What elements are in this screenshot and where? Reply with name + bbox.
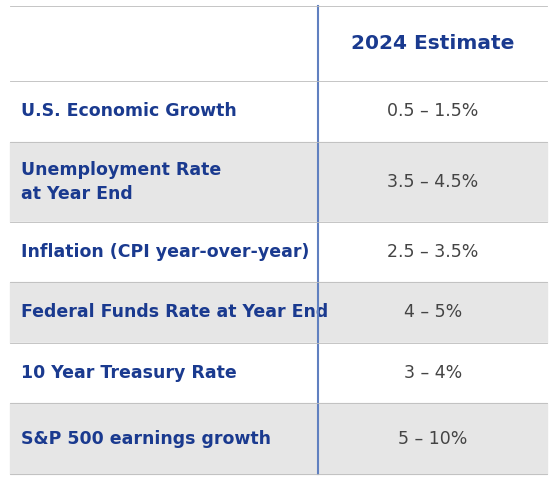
Bar	[10, 6, 547, 81]
Text: 2.5 – 3.5%: 2.5 – 3.5%	[387, 243, 478, 261]
Text: 3 – 4%: 3 – 4%	[404, 364, 462, 382]
Bar	[10, 142, 547, 222]
Text: Federal Funds Rate at Year End: Federal Funds Rate at Year End	[21, 303, 328, 322]
Text: 2024 Estimate: 2024 Estimate	[351, 34, 514, 53]
Text: 0.5 – 1.5%: 0.5 – 1.5%	[387, 102, 478, 120]
Bar	[10, 81, 547, 142]
Text: 3.5 – 4.5%: 3.5 – 4.5%	[387, 173, 478, 191]
Text: 10 Year Treasury Rate: 10 Year Treasury Rate	[21, 364, 237, 382]
Text: U.S. Economic Growth: U.S. Economic Growth	[21, 102, 237, 120]
Bar	[10, 282, 547, 343]
Bar	[10, 343, 547, 403]
Bar	[10, 403, 547, 474]
Text: Inflation (CPI year-over-year): Inflation (CPI year-over-year)	[21, 243, 309, 261]
Text: 5 – 10%: 5 – 10%	[398, 430, 467, 447]
Bar	[10, 222, 547, 282]
Text: 4 – 5%: 4 – 5%	[404, 303, 462, 322]
Text: Unemployment Rate
at Year End: Unemployment Rate at Year End	[21, 161, 221, 203]
Text: S&P 500 earnings growth: S&P 500 earnings growth	[21, 430, 271, 447]
